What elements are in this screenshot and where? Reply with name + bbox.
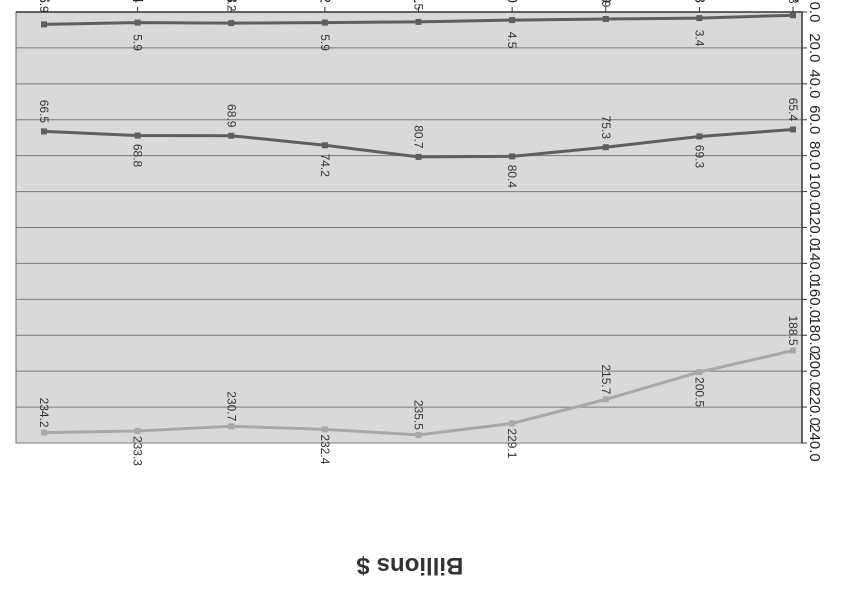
x-tick-labels: 1997 1998 1999 2000 2001 2002 2003 2004 2005	[36, 0, 802, 12]
data-label: 6.9	[37, 0, 51, 13]
x-tick-label: 1998	[691, 0, 708, 3]
data-label: 235.5	[412, 400, 426, 430]
data-point	[509, 153, 516, 160]
data-point	[134, 132, 141, 139]
gridlines	[16, 47, 802, 444]
y-tick-label: 240.0	[806, 424, 823, 462]
data-point	[790, 12, 796, 19]
data-point	[790, 347, 796, 354]
y-tick-label: 180.0	[806, 316, 823, 354]
data-label: 69.3	[692, 145, 706, 169]
data-label: 215.7	[599, 364, 613, 394]
data-labels: 188.5 200.5 215.7 229.1 235.5 232.4 230.7 233.3…	[37, 0, 800, 466]
data-point	[696, 133, 703, 140]
data-point	[696, 15, 703, 22]
data-label: 200.5	[692, 377, 706, 407]
x-tick-label: 2000	[504, 0, 521, 3]
data-label: 1.8	[786, 0, 800, 4]
data-label: 234.2	[37, 398, 51, 428]
data-point	[509, 17, 516, 24]
data-label: 4.5	[505, 32, 519, 49]
data-label: 5.9	[131, 34, 145, 51]
x-tick-label: 1997	[785, 0, 802, 3]
data-point	[41, 128, 47, 135]
y-tick-label: 60.0	[806, 105, 823, 134]
data-label: 6.2	[224, 0, 238, 12]
data-label: 230.7	[224, 391, 238, 421]
x-tick-label: 1999	[597, 0, 614, 3]
data-point	[602, 144, 609, 151]
data-point	[321, 142, 328, 149]
y-tick-labels: 0.0 20.0 40.0 60.0 80.0 100.0120.0140.0160.01…	[802, 2, 823, 462]
y-tick-label: 0.0	[806, 2, 823, 23]
data-label: 3.9	[599, 0, 613, 8]
data-point	[602, 396, 609, 403]
y-tick-label: 100.0	[806, 173, 823, 211]
x-tick-label: 2001	[410, 0, 427, 3]
data-point	[602, 16, 609, 23]
y-tick-label: 160.0	[806, 281, 823, 319]
series	[41, 12, 796, 438]
data-point	[228, 423, 235, 430]
data-label: 74.2	[318, 154, 332, 178]
data-point	[134, 427, 141, 434]
y-tick-label: 120.0	[806, 209, 823, 247]
data-label: 229.1	[505, 428, 519, 458]
data-label: 5.9	[318, 34, 332, 51]
y-tick-label: 220.0	[806, 388, 823, 426]
data-point	[41, 429, 47, 436]
data-label: 68.9	[224, 104, 238, 128]
data-point	[228, 20, 235, 27]
y-tick-label: 20.0	[806, 33, 823, 62]
data-label: 5.5	[412, 0, 426, 11]
data-label: 65.4	[786, 98, 800, 122]
x-tick-label: 2004	[129, 0, 146, 3]
data-label: 66.5	[37, 100, 51, 124]
data-point	[134, 19, 141, 26]
y-tick-label: 200.0	[806, 352, 823, 390]
data-label: 80.7	[412, 125, 426, 149]
data-label: 233.3	[131, 436, 145, 466]
data-label: 188.5	[786, 315, 800, 345]
data-point	[321, 426, 328, 433]
data-point	[321, 19, 328, 26]
data-point	[41, 21, 47, 28]
y-tick-label: 140.0	[806, 245, 823, 283]
data-point	[509, 420, 516, 427]
x-tick-label: 2002	[316, 0, 333, 3]
y-axis-title: Billions $	[356, 552, 463, 579]
data-point	[790, 126, 796, 133]
x-tick-label: 2005	[36, 0, 53, 3]
data-point	[415, 18, 422, 25]
data-label: 68.8	[131, 144, 145, 168]
data-point	[415, 153, 422, 160]
y-tick-label: 40.0	[806, 69, 823, 98]
data-point	[228, 132, 235, 139]
data-label: 80.4	[505, 165, 519, 189]
data-label: 3.4	[692, 30, 706, 47]
data-label: 232.4	[318, 434, 332, 464]
x-tick-label: 2003	[223, 0, 240, 3]
y-tick-label: 80.0	[806, 141, 823, 170]
data-point	[696, 369, 703, 376]
data-label: 75.3	[599, 116, 613, 140]
data-point	[415, 431, 422, 438]
